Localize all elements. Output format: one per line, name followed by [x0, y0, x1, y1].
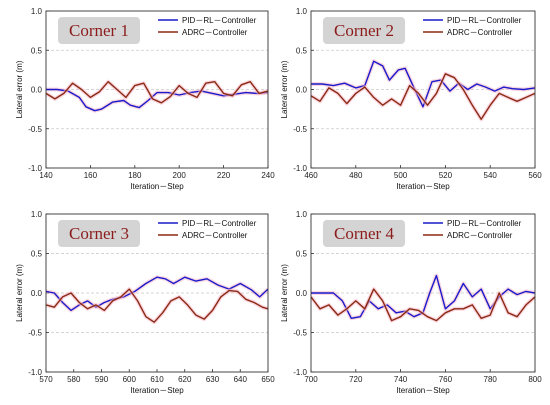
x-tick-label: 590 — [95, 375, 109, 384]
series-line-adrc — [311, 73, 535, 120]
y-tick-label: 0.5 — [296, 46, 308, 55]
x-tick-label: 160 — [84, 171, 98, 180]
y-tick-label: -1.0 — [28, 164, 42, 173]
x-tick-label: 610 — [150, 375, 164, 384]
x-tick-label: 800 — [528, 375, 542, 384]
y-axis-label: Lateral error (m) — [15, 264, 24, 322]
series-glow — [311, 71, 535, 122]
legend-label: PID－RL－Controller — [182, 16, 257, 25]
x-axis-label: Iteration－Step — [396, 182, 450, 191]
y-axis-label: Lateral error (m) — [280, 60, 289, 118]
x-tick-label: 650 — [261, 375, 275, 384]
x-tick-label: 500 — [394, 171, 408, 180]
y-tick-label: 1.0 — [31, 210, 43, 219]
x-tick-label: 560 — [528, 171, 542, 180]
legend-label: PID－RL－Controller — [447, 16, 522, 25]
legend-label: ADRC－Controller — [182, 28, 248, 37]
corner-title: Corner 2 — [334, 21, 394, 40]
corner-title-box — [323, 220, 405, 247]
y-tick-label: -1.0 — [28, 368, 42, 377]
y-tick-label: -0.5 — [293, 329, 307, 338]
y-axis-label: Lateral error (m) — [280, 264, 289, 322]
y-axis-label: Lateral error (m) — [15, 60, 24, 118]
x-tick-label: 520 — [439, 171, 453, 180]
x-tick-label: 240 — [261, 171, 275, 180]
plot-frame — [45, 213, 269, 373]
y-tick-label: 0.0 — [31, 289, 43, 298]
y-tick-label: -0.5 — [293, 125, 307, 134]
y-tick-label: 1.0 — [31, 7, 43, 16]
x-tick-label: 700 — [304, 375, 318, 384]
x-tick-label: 140 — [39, 171, 53, 180]
x-tick-label: 570 — [39, 375, 53, 384]
x-tick-label: 630 — [206, 375, 220, 384]
y-tick-label: 0.0 — [296, 289, 308, 298]
series-line-adrc — [311, 288, 535, 322]
y-tick-label: -1.0 — [293, 164, 307, 173]
x-axis-label: Iteration－Step — [396, 386, 450, 395]
series-line-adrc — [46, 288, 268, 323]
x-tick-label: 220 — [217, 171, 231, 180]
y-tick-label: 0.5 — [31, 250, 43, 259]
x-tick-label: 580 — [67, 375, 81, 384]
x-axis-label: Iteration－Step — [130, 182, 184, 191]
y-tick-label: -1.0 — [293, 368, 307, 377]
x-tick-label: 540 — [484, 171, 498, 180]
legend-label: ADRC－Controller — [447, 231, 513, 240]
corner-title-box — [323, 17, 405, 44]
series-line-pid-rl — [46, 276, 268, 312]
x-tick-label: 180 — [128, 171, 142, 180]
x-tick-label: 780 — [484, 375, 498, 384]
legend-label: ADRC－Controller — [447, 28, 513, 37]
x-tick-label: 760 — [439, 375, 453, 384]
x-tick-label: 720 — [349, 375, 363, 384]
x-tick-label: 480 — [349, 171, 363, 180]
y-tick-label: 0.0 — [31, 86, 43, 95]
corner-title: Corner 3 — [69, 224, 129, 243]
y-tick-label: -0.5 — [28, 329, 42, 338]
x-tick-label: 640 — [234, 375, 248, 384]
series-line-adrc — [46, 81, 268, 104]
x-tick-label: 460 — [304, 171, 318, 180]
x-tick-label: 600 — [123, 375, 137, 384]
chart-panel-1: -1.0 -0.5 0.0 0.5 1.0 140 160 180 200 220 240 Itera… — [15, 7, 275, 191]
corner-title: Corner 4 — [334, 224, 394, 243]
corner-title-box — [58, 17, 140, 44]
legend-label: PID－RL－Controller — [182, 219, 257, 228]
x-tick-label: 740 — [394, 375, 408, 384]
corner-title-box — [58, 220, 140, 247]
chart-panel-2: -1.0 -0.5 0.0 0.5 1.0 460 480 500 520 540 560 Itera… — [280, 7, 542, 191]
series-line-pid-rl — [311, 60, 535, 108]
y-tick-label: 0.5 — [31, 46, 43, 55]
y-tick-label: 1.0 — [296, 7, 308, 16]
y-tick-label: 1.0 — [296, 210, 308, 219]
plot-frame — [310, 213, 536, 373]
y-tick-label: 0.0 — [296, 86, 308, 95]
chart-panel-3: -1.0 -0.5 0.0 0.5 1.0 570 580 590 600 610 620 630 64… — [15, 210, 275, 395]
chart-panel-4: -1.0 -0.5 0.0 0.5 1.0 700 720 740 760 780 800 Itera… — [280, 210, 542, 395]
x-tick-label: 620 — [178, 375, 192, 384]
plot-frame — [310, 10, 536, 169]
x-axis-label: Iteration－Step — [130, 386, 184, 395]
legend-label: PID－RL－Controller — [447, 219, 522, 228]
legend-label: ADRC－Controller — [182, 231, 248, 240]
plot-frame — [45, 10, 269, 169]
x-tick-label: 200 — [173, 171, 187, 180]
corner-title: Corner 1 — [69, 21, 129, 40]
y-tick-label: 0.5 — [296, 250, 308, 259]
y-tick-label: -0.5 — [28, 125, 42, 134]
